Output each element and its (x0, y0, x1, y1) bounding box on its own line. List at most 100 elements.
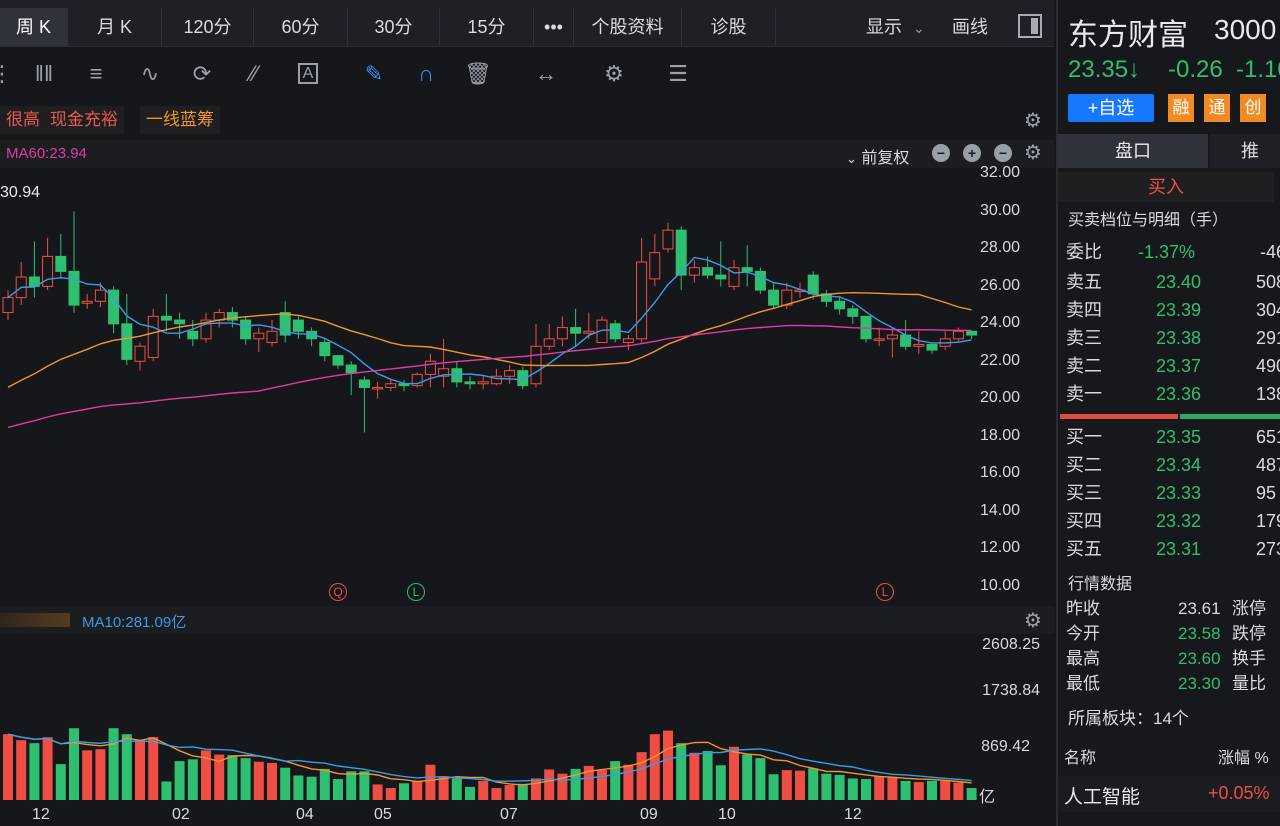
y-tick: 24.00 (979, 314, 1020, 331)
sector-col-pct[interactable]: 涨幅 % (1218, 750, 1269, 767)
zoom-out-icon[interactable]: − (932, 144, 950, 162)
zoom-in-icon[interactable]: + (963, 144, 981, 162)
add-watchlist-button[interactable]: +自选 (1068, 94, 1154, 122)
volume-bar (847, 778, 858, 800)
layers-icon[interactable]: ☰ (668, 61, 688, 86)
bar-lines-icon[interactable]: ‖‖ (34, 61, 54, 86)
volume-bar (953, 782, 964, 800)
volume-bar (29, 743, 40, 800)
volume-bar (808, 768, 819, 800)
tab-15min[interactable]: 15分 (440, 8, 534, 46)
volume-chart[interactable]: 2608.25 1738.84 869.42 亿 (0, 632, 1054, 806)
y-tick: 32.00 (979, 164, 1020, 181)
magnet-icon[interactable]: ∩ (418, 61, 434, 86)
tab-stock-profile[interactable]: 个股资料 (574, 8, 682, 46)
sector-row[interactable]: 人工智能 +0.05% (1058, 776, 1280, 812)
tab-week-k[interactable]: 周 K (0, 8, 68, 46)
bid-row[interactable]: 买二 23.34 487 (1066, 451, 1280, 479)
buy-button[interactable]: 买入 (1058, 172, 1274, 202)
volume-bar (781, 770, 792, 800)
bid-row[interactable]: 买五 23.31 273 (1066, 535, 1280, 563)
ask-row[interactable]: 卖五 23.40 508 (1066, 268, 1280, 296)
ask-row[interactable]: 卖三 23.38 291 (1066, 324, 1280, 352)
candle-body (504, 370, 516, 377)
bid-label: 买二 (1066, 455, 1102, 475)
candle-body (570, 327, 582, 334)
ask-label: 卖二 (1066, 356, 1102, 376)
candle-body (385, 383, 397, 388)
wave-icon[interactable]: ∿ (140, 61, 160, 86)
market-label: 今开 (1066, 624, 1100, 643)
market-value: 23.30 (1178, 674, 1221, 693)
tag-blue-chip: 一线蓝筹 (140, 106, 220, 134)
tab-30min[interactable]: 30分 (348, 8, 440, 46)
ask-row[interactable]: 卖二 23.37 490 (1066, 352, 1280, 380)
volume-bar (755, 758, 766, 800)
bid-row[interactable]: 买三 23.33 95 (1066, 479, 1280, 507)
draw-line-button[interactable]: 画线 (952, 17, 988, 37)
more-tabs-button[interactable]: ••• (534, 8, 574, 46)
event-marker[interactable]: L (876, 583, 894, 601)
candle-body (42, 255, 54, 287)
tab-recommend[interactable]: 推 (1210, 134, 1280, 168)
candle-body (292, 319, 304, 332)
market-label: 最高 (1066, 649, 1100, 668)
sector-name: 人工智能 (1064, 787, 1141, 808)
tab-pankou[interactable]: 盘口 (1058, 134, 1208, 168)
tab-120min[interactable]: 120分 (162, 8, 254, 46)
bid-price: 23.35 (1156, 427, 1202, 447)
event-marker[interactable]: Q (329, 583, 347, 601)
y-tick: 16.00 (979, 464, 1020, 481)
settings-icon[interactable]: ⚙ (1024, 110, 1042, 132)
depth-title: 买卖档位与明细（手） (1068, 212, 1229, 229)
ask-row[interactable]: 卖一 23.36 138 (1066, 380, 1280, 408)
pen-icon[interactable]: ✎ (364, 61, 384, 86)
price-chart[interactable]: 30.94 32.00 30.00 28.00 26.00 24.00 22.0… (0, 164, 1054, 602)
ask-row[interactable]: 卖四 23.39 304 (1066, 296, 1280, 324)
text-annotation-icon[interactable]: A (292, 58, 324, 90)
settings-icon[interactable]: ⚙ (604, 61, 624, 86)
margin-badge[interactable]: 融 (1168, 94, 1194, 122)
candle-body (424, 360, 436, 375)
growth-badge[interactable]: 创 (1240, 94, 1266, 122)
cycle-icon[interactable]: ⟳ (192, 61, 212, 86)
candle-body (266, 330, 278, 344)
connect-badge[interactable]: 通 (1204, 94, 1230, 122)
chevron-down-icon: ⌄ (913, 20, 925, 36)
bid-row[interactable]: 买一 23.35 651 (1066, 423, 1280, 451)
bid-row[interactable]: 买四 23.32 179 (1066, 507, 1280, 535)
settings-icon[interactable]: ⚙ (1024, 142, 1042, 164)
candle-body (543, 338, 555, 347)
tab-60min[interactable]: 60分 (254, 8, 348, 46)
chevron-down-icon: ⌄ (846, 151, 857, 166)
event-marker[interactable]: L (407, 583, 425, 601)
tab-month-k[interactable]: 月 K (68, 8, 162, 46)
y-tick: 10.00 (979, 577, 1020, 594)
bid-volume: 179 (1256, 511, 1280, 531)
volume-bar (834, 774, 845, 800)
display-dropdown[interactable]: 显示 ⌄ (866, 8, 925, 46)
y-tick: 12.00 (979, 539, 1020, 556)
volume-bar (636, 752, 647, 800)
candle-body (108, 289, 120, 325)
minus-icon[interactable]: − (994, 144, 1012, 162)
bid-price: 23.31 (1156, 539, 1202, 559)
cursor-icon[interactable]: ⋮ (0, 61, 13, 86)
trash-icon[interactable]: 🗑 (464, 61, 492, 86)
gann-fan-icon[interactable]: ⁄⁄ (250, 61, 258, 86)
fibonacci-icon[interactable]: ≡ (89, 61, 103, 86)
volume-bar (227, 755, 238, 800)
tab-diagnose[interactable]: 诊股 (682, 8, 776, 46)
panel-toggle-icon[interactable] (1018, 14, 1042, 38)
split-icon[interactable]: ↔ (535, 61, 557, 86)
volume-bar (280, 767, 291, 800)
volume-bar (174, 761, 185, 800)
y-tick: 26.00 (979, 277, 1020, 294)
adjust-dropdown[interactable]: ⌄ 前复权 (846, 144, 909, 168)
x-tick: 09 (640, 806, 658, 823)
candle-body (94, 289, 106, 302)
market-label: 昨收 (1066, 599, 1100, 618)
period-tab-bar: 周 K 月 K 120分 60分 30分 15分 ••• 个股资料 诊股 显示 … (0, 0, 1054, 47)
settings-icon[interactable]: ⚙ (1024, 610, 1042, 632)
volume-bar (504, 785, 515, 800)
